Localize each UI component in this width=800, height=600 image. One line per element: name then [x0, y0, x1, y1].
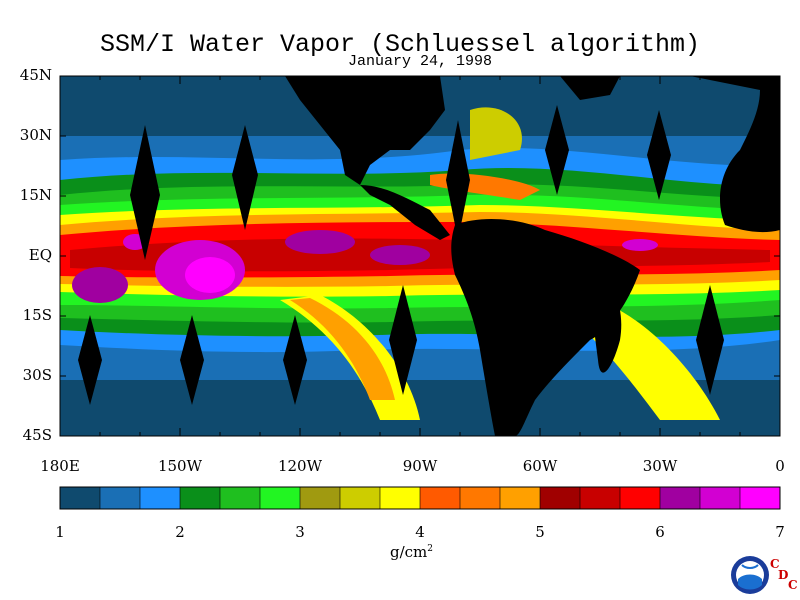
- map-title: SSM/I Water Vapor (Schluessel algorithm): [99, 30, 701, 59]
- colorbar-tick-label: 6: [655, 523, 665, 541]
- colorbar-swatch: [580, 487, 621, 509]
- longitude-label: 0: [775, 457, 785, 475]
- colorbar-swatch: [740, 487, 781, 509]
- latitude-label: EQ: [28, 246, 52, 264]
- colorbar-tick-label: 4: [415, 523, 425, 541]
- colorbar-swatch: [460, 487, 501, 509]
- longitude-label: 60W: [522, 457, 558, 475]
- colorbar-swatch: [300, 487, 341, 509]
- colorbar-swatch: [380, 487, 421, 509]
- colorbar-swatch: [500, 487, 541, 509]
- colorbar-swatch: [540, 487, 581, 509]
- colorbar-swatch: [180, 487, 221, 509]
- colorbar-swatch: [260, 487, 301, 509]
- colorbar-swatch: [60, 487, 101, 509]
- colorbar-swatch: [140, 487, 181, 509]
- colorbar-swatch: [660, 487, 701, 509]
- colorbar-tick-label: 1: [55, 523, 65, 541]
- cdc-letter-c: C: [770, 557, 780, 571]
- colorbar-tick-label: 7: [775, 523, 785, 541]
- colorbar: [59, 486, 781, 510]
- latitude-label: 30S: [22, 366, 52, 384]
- latitude-label: 15N: [19, 186, 52, 204]
- noaa-logo: [730, 555, 770, 599]
- longitude-label: 180E: [40, 457, 80, 475]
- map-field: [60, 76, 780, 436]
- latitude-ticks: [60, 75, 780, 437]
- cdc-letter-c2: C: [788, 578, 798, 592]
- colorbar-units: g/cm2: [390, 543, 434, 561]
- colorbar-swatch: [420, 487, 461, 509]
- colorbar-swatch: [700, 487, 741, 509]
- latitude-label: 30N: [19, 126, 52, 144]
- colorbar-tick-label: 5: [535, 523, 545, 541]
- colorbar-tick-label: 3: [295, 523, 305, 541]
- longitude-label: 90W: [402, 457, 438, 475]
- longitude-label: 120W: [277, 457, 323, 475]
- colorbar-swatch: [340, 487, 381, 509]
- latitude-label: 15S: [22, 306, 52, 324]
- longitude-ticks: [59, 76, 781, 436]
- latitude-label: 45S: [22, 426, 52, 444]
- colorbar-swatch: [100, 487, 141, 509]
- colorbar-tick-label: 2: [175, 523, 185, 541]
- longitude-label: 30W: [642, 457, 678, 475]
- map-subtitle: January 24, 1998: [347, 53, 493, 70]
- colorbar-swatch: [220, 487, 261, 509]
- colorbar-swatch: [620, 487, 661, 509]
- latitude-label: 45N: [19, 66, 52, 84]
- cdc-letter-d: D: [778, 568, 789, 582]
- longitude-label: 150W: [157, 457, 203, 475]
